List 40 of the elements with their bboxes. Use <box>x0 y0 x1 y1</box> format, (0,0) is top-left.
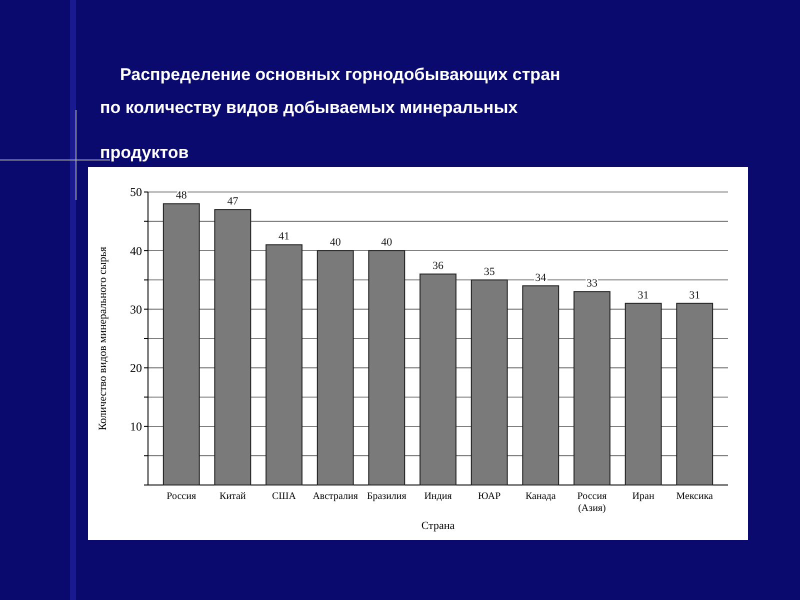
x-axis-title: Страна <box>421 520 455 532</box>
data-label: 41 <box>278 230 290 243</box>
data-label: 31 <box>638 289 649 302</box>
y-tick-label: 40 <box>130 244 142 258</box>
data-label: 31 <box>689 289 700 302</box>
data-label: 47 <box>227 196 239 208</box>
x-tick-label: Австралия <box>312 491 358 502</box>
chart-title: Распределение основных горнодобывающих стран по количеству видов добываемых минеральных продуктов <box>100 65 560 162</box>
bar <box>522 285 560 486</box>
y-tick-label: 30 <box>130 302 142 316</box>
data-label: 40 <box>381 236 393 249</box>
data-label: 40 <box>330 236 342 249</box>
bar <box>162 203 200 486</box>
bar <box>214 209 252 486</box>
x-tick-label: Россия (Азия) <box>577 491 608 514</box>
x-tick-label: Иран <box>632 491 655 502</box>
data-label: 48 <box>176 190 188 202</box>
bar <box>266 244 302 486</box>
x-tick-label: Индия <box>424 491 452 502</box>
bar <box>420 274 456 486</box>
bar <box>316 250 354 486</box>
bar <box>676 302 714 486</box>
bar <box>368 250 406 486</box>
data-label: 33 <box>586 278 598 290</box>
x-tick-label: ЮАР <box>478 491 502 502</box>
x-tick-label: Мексика <box>676 491 714 502</box>
data-label: 35 <box>484 266 496 278</box>
y-tick-label: 50 <box>130 185 142 200</box>
x-tick-label: Бразилия <box>366 491 407 502</box>
x-tick-label: Россия <box>166 491 196 502</box>
data-label: 36 <box>432 260 444 272</box>
bar <box>624 302 662 486</box>
bar <box>470 279 508 486</box>
bar <box>574 291 610 486</box>
y-tick-label: 20 <box>130 361 142 375</box>
x-tick-label: Китай <box>220 491 246 502</box>
x-tick-label: Канада <box>526 491 556 502</box>
y-tick-label: 10 <box>130 420 142 434</box>
x-tick-label: США <box>272 491 297 502</box>
y-axis-title: Количество видов минерального сырья <box>97 246 109 430</box>
